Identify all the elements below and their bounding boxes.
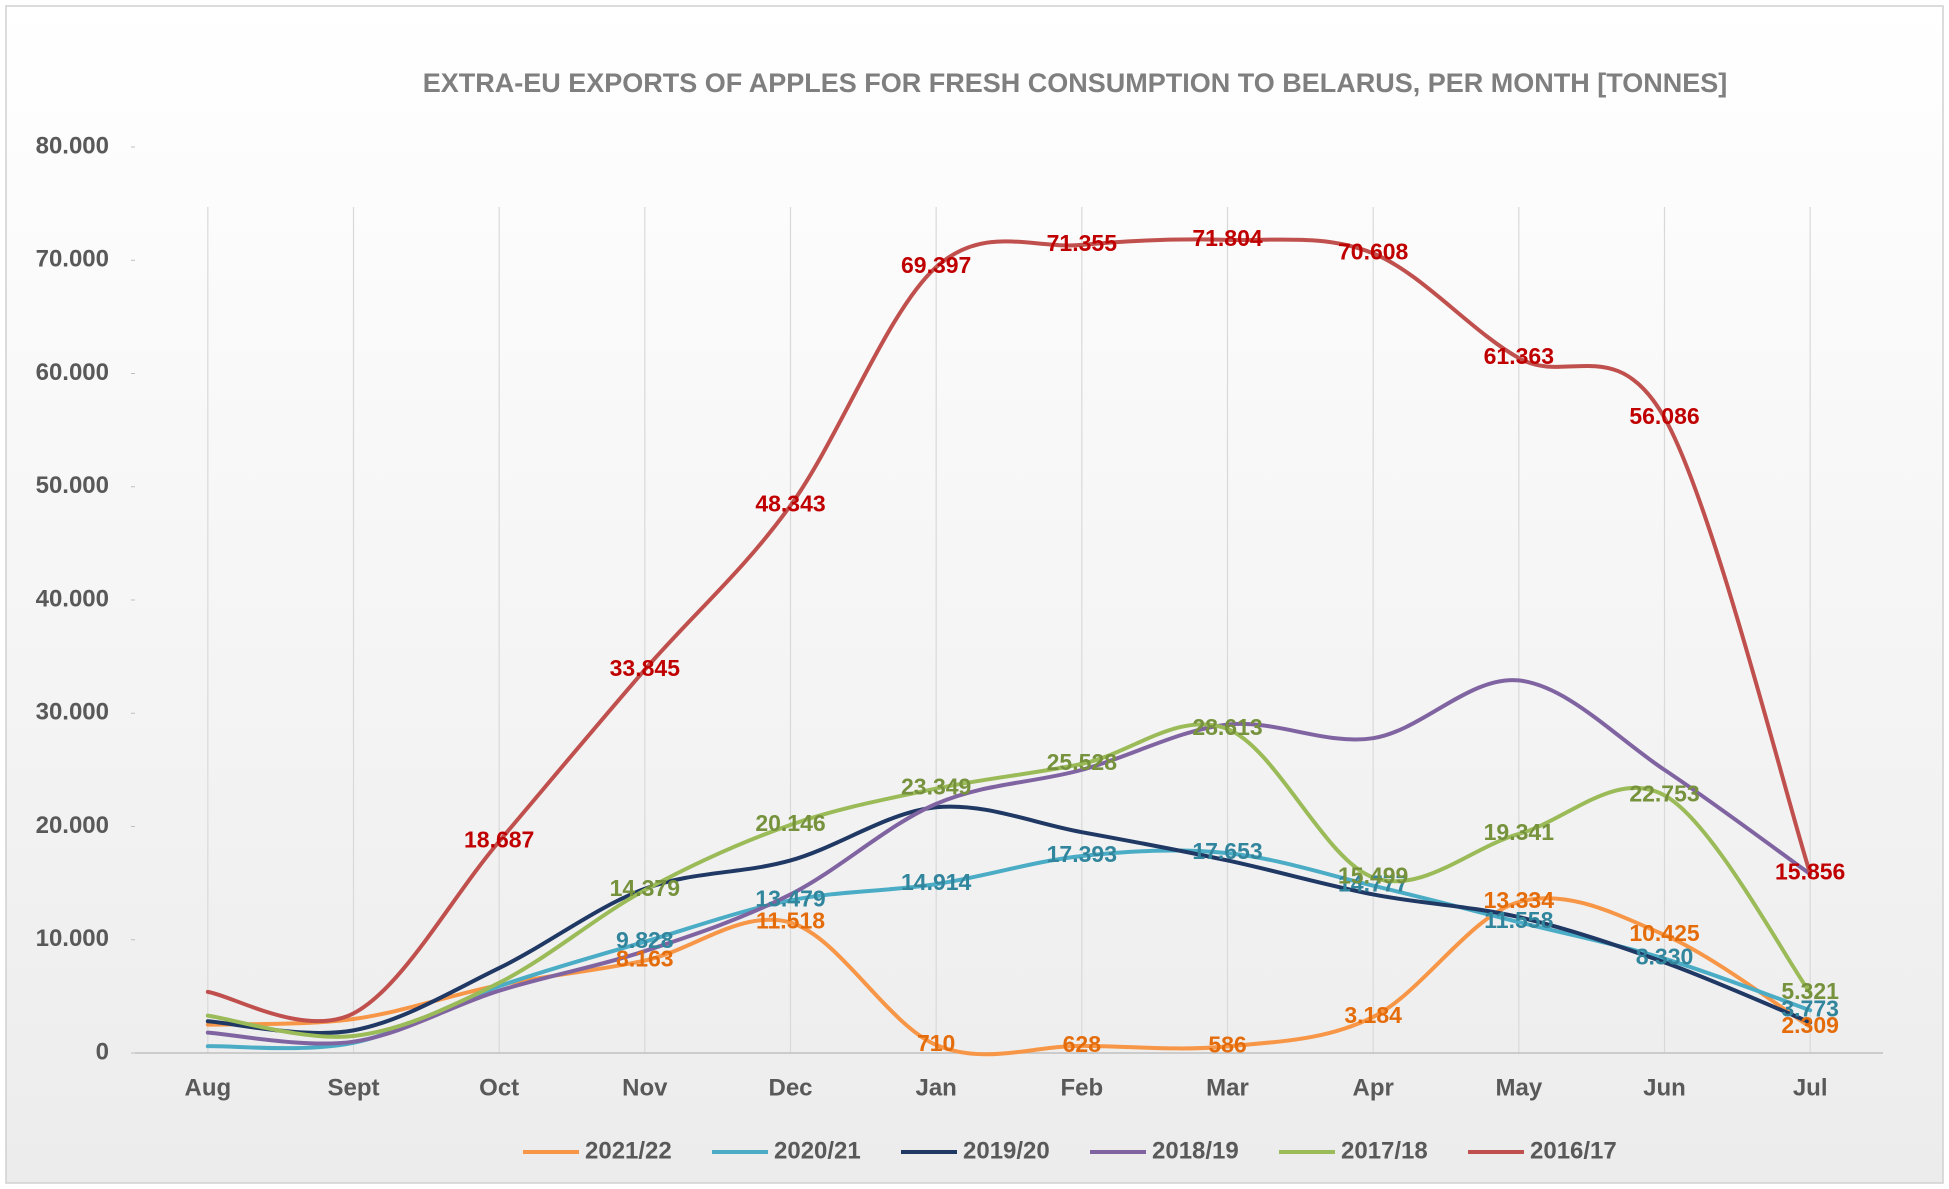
data-label: 14.379 — [610, 875, 680, 901]
legend-label: 2018/19 — [1152, 1137, 1239, 1164]
data-label: 15.499 — [1338, 863, 1408, 889]
data-label: 70.608 — [1338, 238, 1409, 264]
data-label: 69.397 — [901, 252, 971, 278]
data-label: 48.343 — [755, 491, 825, 517]
data-label: 56.086 — [1629, 403, 1699, 429]
data-label: 25.528 — [1047, 749, 1118, 775]
data-label: 19.341 — [1484, 819, 1555, 845]
data-label: 710 — [917, 1030, 955, 1056]
x-tick-label: Mar — [1206, 1074, 1249, 1101]
x-tick-label: May — [1495, 1074, 1542, 1101]
data-label: 5.321 — [1781, 978, 1839, 1004]
chart-frame — [5, 5, 1944, 1184]
legend-label: 2021/22 — [585, 1137, 672, 1164]
data-label: 10.425 — [1629, 920, 1700, 946]
x-tick-label: Apr — [1352, 1074, 1393, 1101]
y-tick-label: 30.000 — [36, 699, 109, 726]
data-label: 20.146 — [755, 810, 825, 836]
x-tick-label: Oct — [479, 1074, 519, 1101]
y-tick-label: 50.000 — [36, 472, 109, 499]
y-tick-label: 60.000 — [36, 359, 109, 386]
data-label: 61.363 — [1484, 343, 1554, 369]
series-line — [205, 804, 1813, 1035]
data-label: 628 — [1063, 1031, 1102, 1057]
y-tick-label: 40.000 — [36, 585, 109, 612]
data-label: 8.163 — [616, 946, 674, 972]
x-tick-label: Aug — [185, 1074, 232, 1101]
y-tick-label: 20.000 — [36, 812, 109, 839]
data-label: 28.613 — [1192, 714, 1262, 740]
data-label: 11.518 — [756, 908, 825, 934]
data-label: 9.828 — [616, 927, 674, 953]
data-label: 15.856 — [1775, 859, 1845, 885]
series-line — [205, 237, 1813, 1024]
legend-label: 2020/21 — [774, 1137, 861, 1164]
data-label: 14.914 — [901, 869, 972, 895]
data-label: 13.334 — [1484, 887, 1555, 913]
data-label: 11.558 — [1484, 907, 1553, 933]
legend-label: 2016/17 — [1530, 1137, 1617, 1164]
data-label: 8.330 — [1636, 944, 1694, 970]
x-tick-label: Sept — [327, 1074, 379, 1101]
x-tick-label: Jul — [1793, 1074, 1828, 1101]
data-label: 2.309 — [1781, 1012, 1839, 1038]
data-label: 14.777 — [1338, 871, 1408, 897]
y-tick-label: 0 — [96, 1038, 109, 1065]
data-label: 17.653 — [1192, 838, 1262, 864]
data-label: 22.753 — [1629, 780, 1699, 806]
data-label: 71.804 — [1192, 225, 1263, 251]
data-label: 3.184 — [1344, 1002, 1402, 1028]
data-label: 18.687 — [464, 826, 534, 852]
data-label: 23.349 — [901, 774, 971, 800]
series-line — [205, 722, 1813, 1039]
data-label: 13.479 — [755, 885, 825, 911]
x-tick-label: Dec — [768, 1074, 812, 1101]
series-line — [205, 678, 1813, 1046]
chart-title: EXTRA-EU EXPORTS OF APPLES FOR FRESH CON… — [423, 68, 1728, 98]
x-tick-label: Feb — [1060, 1074, 1103, 1101]
x-tick-label: Nov — [622, 1074, 668, 1101]
data-label: 3.773 — [1781, 995, 1839, 1021]
y-tick-label: 80.000 — [36, 132, 109, 159]
data-label: 33.845 — [610, 655, 681, 681]
y-tick-label: 70.000 — [36, 246, 109, 273]
legend-label: 2017/18 — [1341, 1137, 1428, 1164]
x-tick-label: Jun — [1643, 1074, 1686, 1101]
x-tick-label: Jan — [915, 1074, 956, 1101]
data-label: 586 — [1208, 1031, 1246, 1057]
data-label: 71.355 — [1047, 230, 1118, 256]
y-tick-label: 10.000 — [36, 925, 109, 952]
legend-label: 2019/20 — [963, 1137, 1050, 1164]
data-label: 17.393 — [1047, 841, 1117, 867]
